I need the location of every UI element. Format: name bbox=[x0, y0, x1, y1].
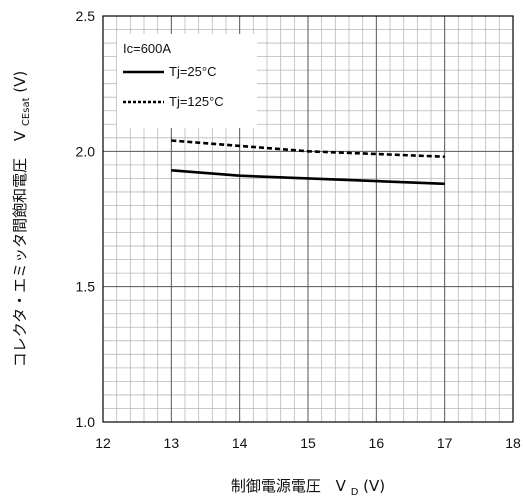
x-tick-label: 18 bbox=[505, 435, 521, 451]
y-tick-label: 1.5 bbox=[76, 279, 96, 295]
y-axis-title: コレクタ・エミッタ間飽和電圧 V CEsat (V) bbox=[11, 71, 33, 368]
y-tick-label: 2.5 bbox=[76, 8, 96, 24]
x-axis-title: 制御電源電圧 V D (V) bbox=[231, 477, 385, 499]
y-tick-label: 1.0 bbox=[76, 414, 96, 430]
y-axis-title-main: コレクタ・エミッタ間飽和電圧 bbox=[11, 158, 29, 367]
x-tick-label: 17 bbox=[437, 435, 453, 451]
x-tick-label: 12 bbox=[95, 435, 111, 451]
annotation-text: Ic=600A bbox=[123, 41, 171, 56]
x-axis-title-symbol: V bbox=[336, 477, 347, 495]
x-tick-labels: 12 13 14 15 16 17 18 bbox=[95, 435, 521, 451]
y-tick-label: 2.0 bbox=[76, 143, 96, 159]
legend: Ic=600A Tj=25°C Tj=125°C bbox=[123, 41, 224, 109]
x-axis-title-unit: (V) bbox=[363, 477, 385, 495]
y-tick-labels: 1.0 1.5 2.0 2.5 bbox=[76, 8, 96, 430]
x-tick-label: 13 bbox=[164, 435, 180, 451]
legend-label-2: Tj=125°C bbox=[169, 94, 224, 109]
x-tick-label: 14 bbox=[232, 435, 248, 451]
series-line-1 bbox=[171, 169, 445, 186]
x-tick-label: 16 bbox=[369, 435, 385, 451]
legend-label-1: Tj=25°C bbox=[169, 64, 216, 79]
x-tick-label: 15 bbox=[300, 435, 316, 451]
plot-frame bbox=[102, 15, 514, 423]
legend-background bbox=[117, 34, 257, 128]
x-axis-title-main: 制御電源電圧 bbox=[231, 477, 321, 495]
y-axis-title-symbol: V bbox=[11, 130, 29, 141]
y-axis-title-subscript: CEsat bbox=[21, 97, 32, 126]
y-axis-title-unit: (V) bbox=[11, 71, 29, 93]
x-axis-title-subscript: D bbox=[351, 487, 359, 498]
series-layer bbox=[171, 139, 445, 186]
series-line-2 bbox=[171, 139, 445, 158]
